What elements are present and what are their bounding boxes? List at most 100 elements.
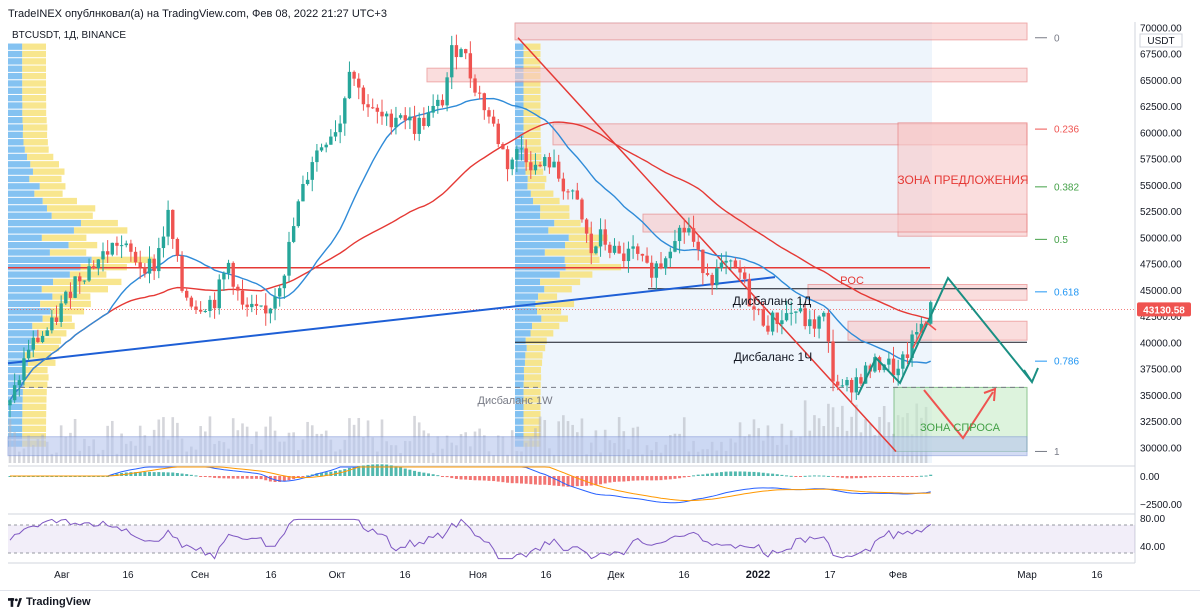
candle[interactable]: [101, 251, 105, 260]
currency-badge[interactable]: [1139, 33, 1183, 48]
candle[interactable]: [877, 357, 882, 371]
candle[interactable]: [575, 190, 579, 200]
candle[interactable]: [822, 312, 826, 317]
zone-supply-top-a[interactable]: [514, 22, 1028, 41]
candle[interactable]: [566, 191, 570, 193]
candle[interactable]: [617, 245, 621, 254]
candle[interactable]: [319, 147, 324, 151]
candle[interactable]: [8, 400, 12, 406]
candle[interactable]: [40, 335, 45, 343]
candle[interactable]: [333, 132, 338, 137]
candle[interactable]: [82, 280, 87, 282]
candle[interactable]: [901, 354, 905, 369]
candle[interactable]: [291, 226, 296, 242]
candle[interactable]: [440, 99, 445, 106]
candle[interactable]: [812, 319, 817, 329]
candle[interactable]: [910, 334, 914, 358]
candle[interactable]: [226, 262, 231, 274]
candle[interactable]: [515, 148, 519, 160]
candle[interactable]: [166, 209, 170, 237]
candle[interactable]: [552, 161, 556, 168]
candle[interactable]: [673, 241, 677, 252]
forecast-path-teal[interactable]: [857, 276, 1033, 396]
tradingview-logo[interactable]: TradingView: [8, 596, 91, 608]
candle[interactable]: [305, 179, 310, 185]
candle[interactable]: [831, 341, 835, 382]
candle[interactable]: [761, 309, 765, 326]
candle[interactable]: [677, 227, 682, 242]
candle[interactable]: [454, 45, 459, 58]
candle[interactable]: [194, 306, 198, 310]
candle[interactable]: [324, 144, 328, 148]
candle[interactable]: [482, 93, 486, 111]
candle[interactable]: [766, 325, 770, 332]
candle[interactable]: [845, 379, 849, 386]
candle[interactable]: [245, 304, 249, 308]
candle[interactable]: [412, 116, 417, 134]
candle[interactable]: [12, 385, 17, 401]
candle[interactable]: [826, 312, 831, 342]
candle[interactable]: [347, 71, 352, 99]
candle[interactable]: [157, 248, 161, 272]
candle[interactable]: [352, 71, 356, 79]
candle[interactable]: [375, 107, 380, 112]
candle[interactable]: [171, 209, 175, 239]
candle[interactable]: [501, 144, 505, 150]
candle[interactable]: [222, 273, 226, 280]
candle[interactable]: [236, 286, 240, 291]
forecast-path-red[interactable]: [923, 389, 994, 440]
candle[interactable]: [357, 78, 361, 88]
candle[interactable]: [794, 311, 798, 313]
candle[interactable]: [398, 115, 403, 118]
candle[interactable]: [445, 77, 449, 106]
candle[interactable]: [473, 78, 477, 93]
candle[interactable]: [659, 263, 663, 269]
candle[interactable]: [612, 245, 617, 253]
candle[interactable]: [329, 136, 333, 145]
trend-line-support[interactable]: [7, 276, 776, 365]
candle[interactable]: [315, 150, 319, 163]
candle[interactable]: [854, 377, 858, 393]
candle[interactable]: [710, 274, 714, 286]
candle[interactable]: [770, 312, 775, 332]
candle[interactable]: [631, 246, 635, 249]
candle[interactable]: [808, 319, 812, 327]
candle[interactable]: [873, 357, 877, 372]
candle[interactable]: [231, 262, 235, 287]
candle[interactable]: [496, 123, 500, 145]
candle[interactable]: [343, 98, 347, 124]
candle[interactable]: [570, 190, 575, 192]
candle[interactable]: [849, 379, 854, 393]
candle[interactable]: [36, 337, 40, 343]
candle[interactable]: [92, 266, 96, 269]
candle[interactable]: [733, 260, 738, 267]
candle[interactable]: [747, 278, 752, 307]
candle[interactable]: [738, 266, 742, 273]
candle[interactable]: [129, 243, 133, 252]
candle[interactable]: [54, 317, 59, 322]
candle[interactable]: [431, 105, 435, 113]
candle[interactable]: [561, 178, 566, 192]
candle[interactable]: [105, 251, 110, 255]
candle[interactable]: [603, 229, 607, 245]
candle[interactable]: [743, 272, 747, 279]
candle[interactable]: [817, 316, 821, 329]
candle[interactable]: [394, 117, 398, 128]
candle[interactable]: [789, 312, 793, 314]
candle[interactable]: [278, 288, 282, 297]
candle[interactable]: [691, 228, 696, 242]
candle[interactable]: [538, 164, 542, 167]
candle[interactable]: [896, 368, 900, 376]
candle[interactable]: [505, 149, 510, 170]
candle[interactable]: [598, 229, 603, 247]
candle[interactable]: [189, 297, 194, 307]
candle[interactable]: [185, 290, 189, 298]
candle[interactable]: [594, 246, 598, 254]
candle[interactable]: [175, 238, 180, 256]
candle[interactable]: [543, 157, 547, 167]
candle[interactable]: [468, 53, 473, 79]
candle[interactable]: [859, 377, 863, 384]
candle[interactable]: [17, 380, 21, 386]
candle[interactable]: [212, 299, 217, 309]
candle[interactable]: [863, 365, 868, 384]
